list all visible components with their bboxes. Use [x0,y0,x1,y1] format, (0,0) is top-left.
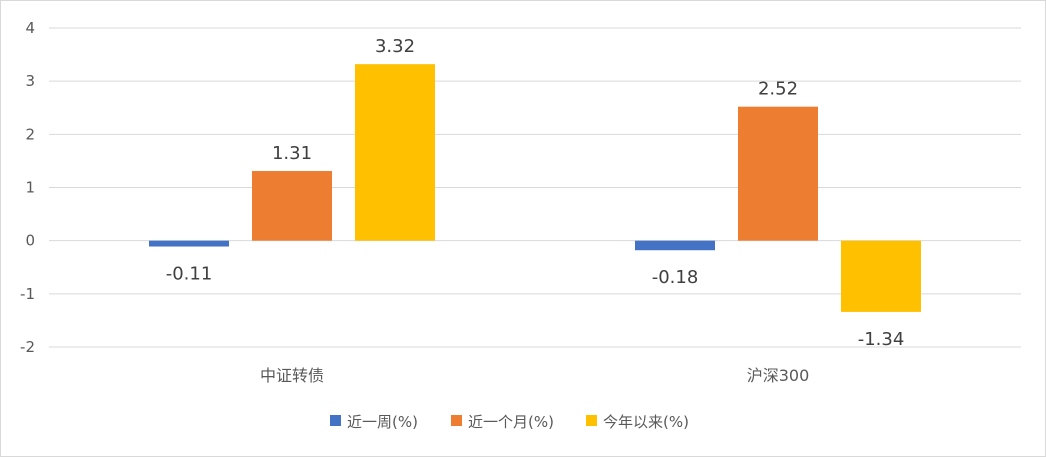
data-label: 3.32 [375,36,415,57]
y-tick-label: 2 [25,125,35,143]
y-tick-label: 0 [25,232,35,250]
bar-3-1 [355,64,435,241]
legend-entry: 今年以来(%) [603,413,689,431]
legend-swatch [451,415,462,426]
data-label: 2.52 [758,79,798,100]
y-tick-label: -1 [20,285,35,303]
legend-swatch [330,415,341,426]
y-tick-label: -2 [20,338,35,356]
bar-2-1 [252,171,332,241]
bar-2-2 [738,106,818,241]
bar-1-2 [635,240,715,251]
data-label: -0.11 [166,264,213,285]
data-label: -0.18 [652,267,699,288]
data-label: 1.31 [272,143,312,164]
labels: -2 -1 0 1 2 3 4 -0.11 1.31 3.32 中证转债 -0.18 2.52 -1.34… [20,19,904,385]
legend-swatch [586,415,597,426]
bar-3-2 [841,240,921,312]
legend-entry: 近一个月(%) [468,413,554,431]
legend: 近一周(%) 近一个月(%) 今年以来(%) [330,413,689,431]
y-tick-label: 4 [25,19,35,37]
bar-1-1 [149,240,229,247]
category-label: 沪深300 [747,366,810,385]
y-tick-label: 1 [25,179,35,197]
category-label: 中证转债 [260,366,324,385]
legend-entry: 近一周(%) [347,413,418,431]
bars [149,64,921,312]
data-label: -1.34 [858,329,905,350]
y-tick-label: 3 [25,72,35,90]
